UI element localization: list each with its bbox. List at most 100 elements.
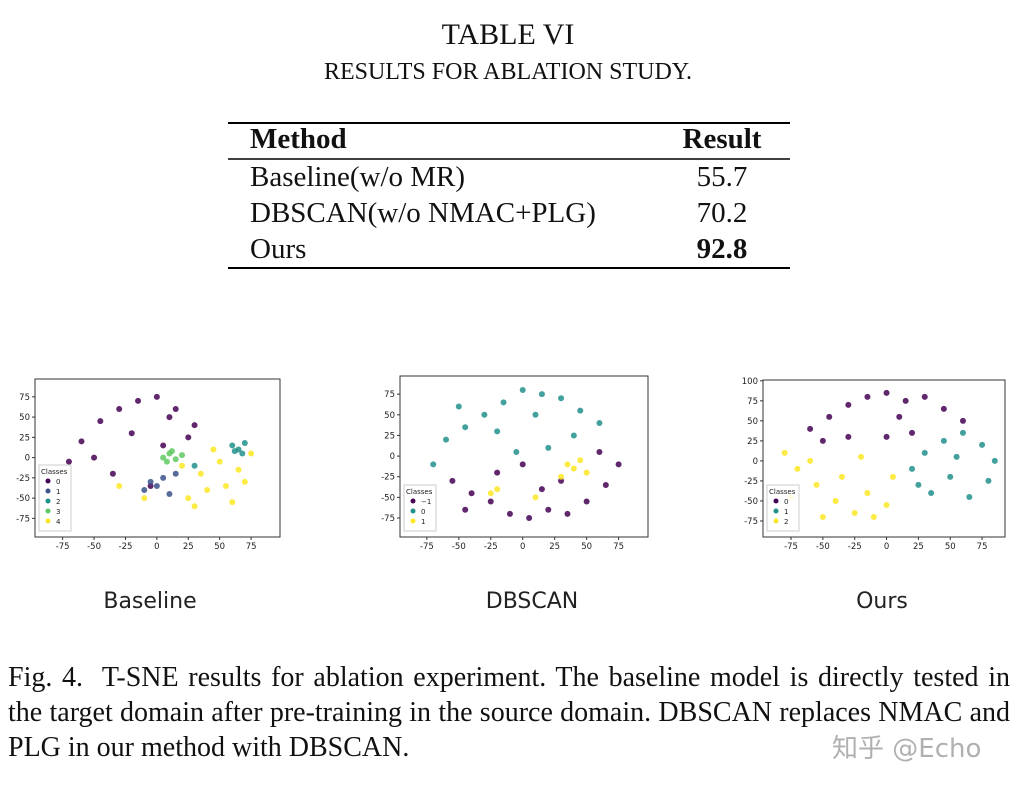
point <box>248 450 255 457</box>
point <box>864 489 871 496</box>
point <box>883 501 890 508</box>
legend-marker <box>45 488 51 494</box>
legend-title: Classes <box>41 468 68 476</box>
y-tick-label: -25 <box>16 474 30 484</box>
panel-label: Ours <box>856 589 908 614</box>
point <box>577 457 584 464</box>
x-tick-label: 50 <box>581 542 592 552</box>
point <box>558 477 565 484</box>
table-subtitle: RESULTS FOR ABLATION STUDY. <box>324 59 692 85</box>
x-tick-label: -25 <box>119 542 133 552</box>
legend-label: 2 <box>56 498 60 506</box>
point <box>197 470 204 477</box>
y-tick-label: -50 <box>16 494 30 504</box>
point <box>583 498 590 505</box>
point <box>832 497 839 504</box>
point <box>819 437 826 444</box>
point <box>940 437 947 444</box>
y-tick-label: -75 <box>381 514 395 524</box>
point <box>845 433 852 440</box>
point <box>204 487 211 494</box>
point <box>570 465 577 472</box>
table-title: TABLE VI <box>442 18 575 51</box>
y-tick-label: -75 <box>744 517 758 527</box>
point <box>160 454 167 461</box>
x-tick-label: -25 <box>848 542 862 552</box>
legend-label: 2 <box>784 518 788 526</box>
point <box>991 457 998 464</box>
point <box>500 399 507 406</box>
legend-label: 0 <box>421 508 425 516</box>
point <box>449 477 456 484</box>
point <box>545 444 552 451</box>
point <box>513 448 520 455</box>
point <box>160 442 167 449</box>
point <box>532 494 539 501</box>
legend-label: 3 <box>56 508 60 516</box>
legend-label: 1 <box>784 508 788 516</box>
point <box>858 453 865 460</box>
point <box>915 481 922 488</box>
point <box>494 486 501 493</box>
point <box>160 474 167 481</box>
point <box>229 442 236 449</box>
panel-label: Baseline <box>103 589 196 614</box>
x-tick-label: 75 <box>977 542 988 552</box>
point <box>602 481 609 488</box>
point <box>558 473 565 480</box>
point <box>455 403 462 410</box>
point <box>172 405 179 412</box>
plot-frame <box>762 379 1006 538</box>
point <box>443 436 450 443</box>
caption: Fig. 4. T-SNE results for ablation exper… <box>8 662 1017 763</box>
legend-marker <box>45 478 51 484</box>
point <box>538 391 545 398</box>
point <box>168 448 175 455</box>
x-tick-label: -75 <box>784 542 798 552</box>
point <box>494 469 501 476</box>
y-tick-label: 50 <box>384 411 395 421</box>
point <box>210 446 217 453</box>
point <box>596 420 603 427</box>
point <box>845 401 852 408</box>
y-tick-label: 75 <box>384 390 395 400</box>
point <box>153 482 160 489</box>
point <box>229 499 236 506</box>
legend-box <box>403 484 437 532</box>
watermark: 知乎 @Echo <box>832 734 982 764</box>
point <box>166 414 173 421</box>
y-tick-label: -25 <box>381 473 395 483</box>
point <box>570 432 577 439</box>
y-tick-label: 100 <box>742 377 758 387</box>
point <box>883 433 890 440</box>
y-tick-label: 25 <box>747 437 758 447</box>
table-header: Method <box>250 123 347 155</box>
point <box>191 503 198 510</box>
point <box>781 449 788 456</box>
point <box>172 456 179 463</box>
x-tick-label: 25 <box>913 542 924 552</box>
point <box>91 454 98 461</box>
x-tick-label: -25 <box>484 542 498 552</box>
point <box>191 462 198 469</box>
legend-marker <box>410 498 416 504</box>
y-tick-label: 50 <box>19 413 30 423</box>
y-tick-label: -25 <box>744 477 758 487</box>
point <box>564 461 571 468</box>
point <box>807 457 814 464</box>
point <box>813 481 820 488</box>
legend-label: 0 <box>56 478 60 486</box>
y-tick-label: -75 <box>16 514 30 524</box>
point <box>97 418 104 425</box>
point <box>65 458 72 465</box>
point <box>889 473 896 480</box>
point <box>519 387 526 394</box>
legend-label: −1 <box>421 498 431 506</box>
point <box>902 397 909 404</box>
y-tick-label: -50 <box>744 497 758 507</box>
x-tick-label: 50 <box>945 542 956 552</box>
point <box>481 411 488 418</box>
point <box>909 465 916 472</box>
y-tick-label: 0 <box>25 454 30 464</box>
